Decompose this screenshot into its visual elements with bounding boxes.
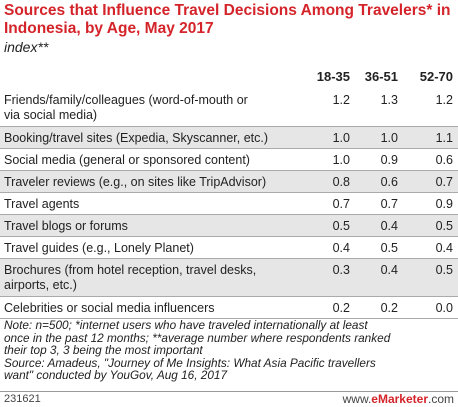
value-cell: 0.7 xyxy=(435,175,453,189)
value-cell: 0.5 xyxy=(332,219,350,233)
chart-id: 231621 xyxy=(4,393,41,405)
table-row: Travel guides (e.g., Lonely Planet) 0.4 0.… xyxy=(0,237,458,259)
row-label: Social media (general or sponsored conte… xyxy=(4,153,250,167)
column-header: 36-51 xyxy=(364,69,398,84)
value-cell: 1.1 xyxy=(435,131,453,145)
value-cell: 0.2 xyxy=(380,301,398,315)
row-label: Brochures (from hotel reception, travel … xyxy=(4,263,257,292)
value-cell: 0.8 xyxy=(332,175,350,189)
brand-name: eMarketer xyxy=(371,392,428,406)
table-row: Travel blogs or forums 0.5 0.4 0.5 xyxy=(0,215,458,237)
value-cell: 0.7 xyxy=(380,197,398,211)
value-cell: 1.0 xyxy=(332,153,350,167)
value-cell: 0.6 xyxy=(435,153,453,167)
value-cell: 0.7 xyxy=(332,197,350,211)
value-cell: 0.9 xyxy=(380,153,398,167)
brand-suffix: .com xyxy=(427,392,454,406)
value-cell: 1.0 xyxy=(332,131,350,145)
table-row: Social media (general or sponsored conte… xyxy=(0,149,458,171)
value-cell: 0.4 xyxy=(332,241,350,255)
value-cell: 0.6 xyxy=(380,175,398,189)
value-cell: 1.2 xyxy=(332,93,350,107)
row-label: Celebrities or social media influencers xyxy=(4,301,215,315)
brand-prefix: www. xyxy=(342,392,372,406)
value-cell: 1.0 xyxy=(380,131,398,145)
value-cell: 0.5 xyxy=(380,241,398,255)
row-label: Travel agents xyxy=(4,197,80,211)
chart-title: Sources that Influence Travel Decisions … xyxy=(4,2,451,37)
value-cell: 0.5 xyxy=(435,219,453,233)
value-cell: 0.4 xyxy=(380,219,398,233)
table-row: Friends/family/colleagues (word-of-mouth… xyxy=(0,89,458,127)
table-row: Booking/travel sites (Expedia, Skyscanne… xyxy=(0,127,458,149)
table-header: 18-35 36-51 52-70 xyxy=(0,63,458,90)
value-cell: 0.2 xyxy=(332,301,350,315)
value-cell: 0.4 xyxy=(380,263,398,277)
table-row: Travel agents 0.7 0.7 0.9 xyxy=(0,193,458,215)
row-label: Travel guides (e.g., Lonely Planet) xyxy=(4,241,194,255)
value-cell: 0.5 xyxy=(435,263,453,277)
row-label: Travel blogs or forums xyxy=(4,219,128,233)
row-label: Booking/travel sites (Expedia, Skyscanne… xyxy=(4,131,269,145)
value-cell: 0.9 xyxy=(435,197,453,211)
table-row: Traveler reviews (e.g., on sites like Tr… xyxy=(0,171,458,193)
value-cell: 1.3 xyxy=(380,93,398,107)
chart-subtitle: index** xyxy=(4,39,49,55)
brand-link[interactable]: www.eMarketer.com xyxy=(343,392,454,406)
row-label: Friends/family/colleagues (word-of-mouth… xyxy=(4,93,248,122)
row-label: Traveler reviews (e.g., on sites like Tr… xyxy=(4,175,267,189)
table-row: Celebrities or social media influencers 0… xyxy=(0,297,458,319)
footer: 231621 www.eMarketer.com xyxy=(0,391,458,407)
chart-note: Note: n=500; *internet users who have tr… xyxy=(4,318,391,383)
table-row: Brochures (from hotel reception, travel … xyxy=(0,259,458,297)
column-header: 52-70 xyxy=(419,69,453,84)
value-cell: 1.2 xyxy=(435,93,453,107)
value-cell: 0.0 xyxy=(435,301,453,315)
value-cell: 0.4 xyxy=(435,241,453,255)
column-header: 18-35 xyxy=(316,69,350,84)
value-cell: 0.3 xyxy=(332,263,350,277)
